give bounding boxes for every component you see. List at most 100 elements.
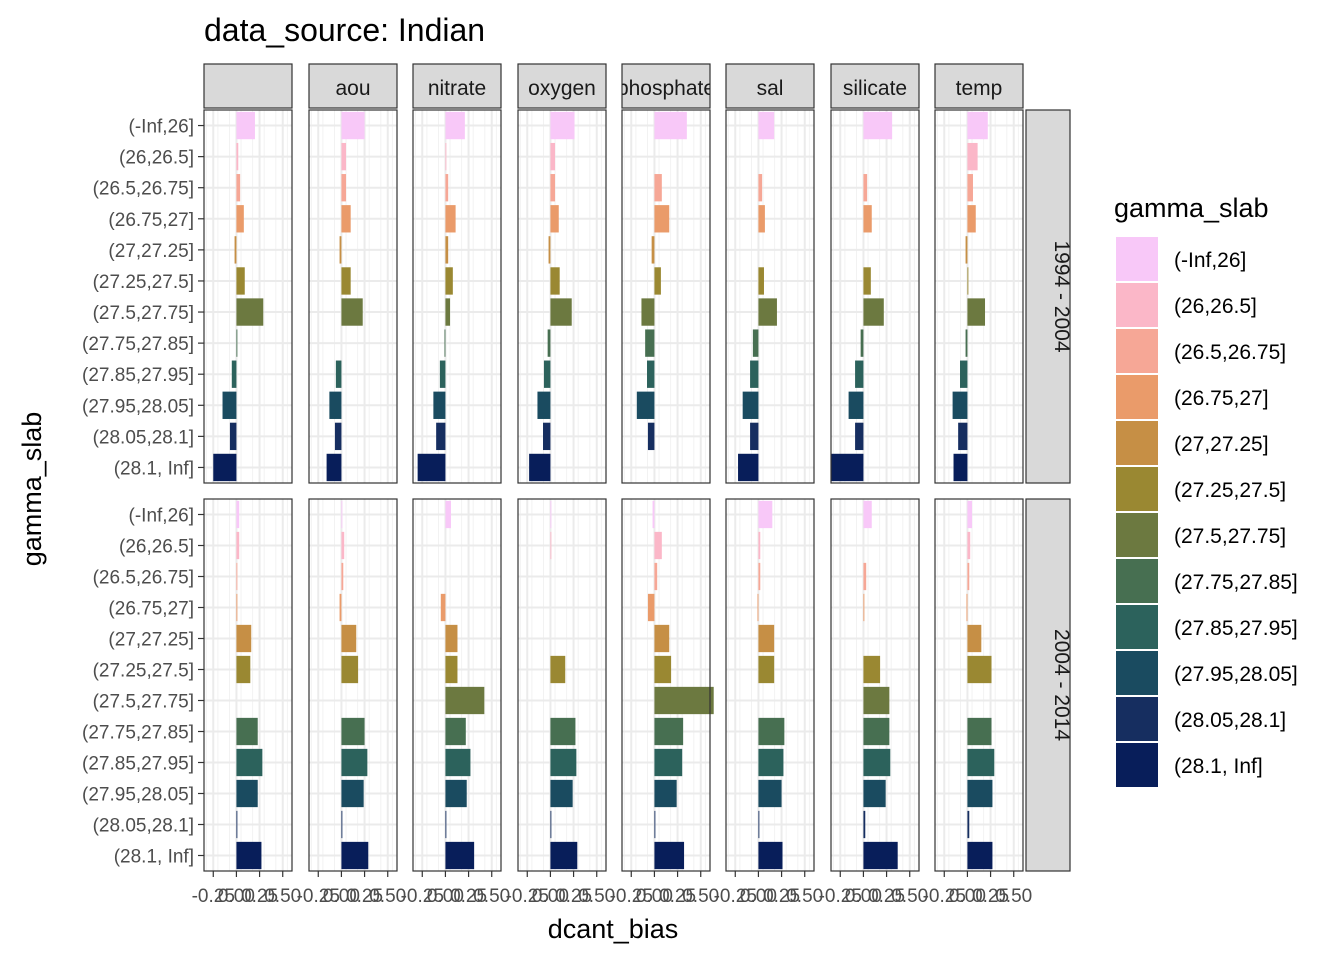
bar-1994-2004-nitrate-27-25-27-5 — [445, 267, 453, 295]
panel-2004-2014-nitrate-background — [413, 499, 501, 871]
facet-strip-blank — [203, 63, 293, 109]
bar-1994-2004-nitrate-inf-26 — [445, 111, 465, 140]
bar-2004-2014-nitrate-27-75-27-85 — [445, 717, 466, 746]
bar-1994-2004-temp-27-25-27-5 — [967, 267, 969, 295]
panel-1994-2004-aou-background — [309, 110, 397, 483]
facet-strip-oxygen — [517, 63, 607, 109]
y-tick-label-26-26-5: (26,26.5] — [119, 537, 194, 558]
bar-2004-2014-temp-inf-26 — [967, 500, 973, 529]
y-tick-label-27-27-25: (27,27.25] — [108, 241, 194, 262]
x-tick-label: -0.25 — [192, 886, 235, 907]
panel-1994-2004-oxygen-background — [518, 110, 606, 483]
bar-1994-2004-blank-inf-26 — [236, 111, 255, 140]
x-tick-label: 0.25 — [241, 886, 278, 907]
bar-2004-2014-sal-27-27-25 — [758, 624, 775, 653]
bar-1994-2004-oxygen-26-75-27 — [550, 205, 559, 233]
bar-2004-2014-silicate-27-95-28-05 — [863, 779, 886, 808]
y-tick-label-26-26-5: (26,26.5] — [119, 148, 194, 169]
panel-2004-2014-oxygen-border — [517, 498, 607, 872]
bar-1994-2004-phosphate-inf-26 — [654, 111, 687, 140]
legend-label-28-1-inf: (28.1, Inf] — [1174, 755, 1263, 778]
bar-1994-2004-aou-26-26-5 — [341, 142, 347, 171]
legend-key-27-95-28-05 — [1116, 651, 1158, 695]
row-strip-1994-2004 — [1025, 109, 1071, 484]
x-tick-label: 0.00 — [949, 886, 986, 907]
x-tick-label: 0.50 — [786, 886, 823, 907]
panel-1994-2004-blank-background — [204, 110, 292, 483]
y-tick-label-27-95-28-05: (27.95,28.05] — [82, 785, 194, 806]
bar-1994-2004-temp-27-5-27-75 — [967, 298, 986, 326]
bar-1994-2004-blank-28-05-28-1 — [229, 422, 237, 451]
bar-2004-2014-blank-inf-26 — [236, 500, 240, 529]
bar-1994-2004-sal-28-05-28-1 — [750, 422, 759, 451]
x-tick-label: 0.50 — [369, 886, 406, 907]
panel-2004-2014-silicate-background — [831, 499, 919, 871]
bar-1994-2004-temp-28-05-28-1 — [958, 422, 968, 451]
bar-2004-2014-aou-27-27-25 — [341, 624, 357, 653]
bar-2004-2014-temp-27-85-27-95 — [967, 748, 995, 777]
bar-2004-2014-aou-26-75-27 — [339, 593, 342, 622]
panel-1994-2004-nitrate-border — [412, 109, 502, 484]
legend-key-27-27-25 — [1116, 421, 1158, 465]
bar-2004-2014-nitrate-27-5-27-75 — [445, 686, 485, 715]
bar-1994-2004-phosphate-27-75-27-85 — [645, 329, 655, 357]
bar-2004-2014-temp-27-95-28-05 — [967, 779, 993, 808]
bar-2004-2014-oxygen-28-1-inf — [550, 841, 578, 870]
panel-2004-2014-nitrate-border — [412, 498, 502, 872]
bar-2004-2014-sal-27-85-27-95 — [758, 748, 784, 777]
bar-2004-2014-phosphate-26-75-27 — [647, 593, 655, 622]
bar-2004-2014-blank-27-25-27-5 — [236, 655, 251, 684]
y-tick-label-27-85-27-95: (27.85,27.95] — [82, 754, 194, 775]
bar-1994-2004-sal-27-85-27-95 — [750, 360, 759, 388]
bar-1994-2004-oxygen-27-25-27-5 — [550, 267, 560, 295]
x-tick-label: -0.25 — [923, 886, 966, 907]
bar-2004-2014-blank-26-26-5 — [236, 531, 240, 560]
x-tick-label: -0.25 — [610, 886, 653, 907]
bar-2004-2014-nitrate-27-25-27-5 — [445, 655, 458, 684]
bar-2004-2014-sal-27-95-28-05 — [758, 779, 782, 808]
bar-1994-2004-oxygen-28-05-28-1 — [543, 422, 551, 451]
bar-2004-2014-silicate-27-85-27-95 — [863, 748, 891, 777]
x-tick-label: 0.50 — [264, 886, 301, 907]
bar-1994-2004-blank-27-5-27-75 — [236, 298, 264, 326]
panel-2004-2014-temp-border — [934, 498, 1024, 872]
x-tick-label: 0.50 — [995, 886, 1032, 907]
legend-label-inf-26: (-Inf,26] — [1174, 249, 1246, 272]
bar-1994-2004-sal-26-75-27 — [758, 205, 765, 233]
bar-1994-2004-nitrate-28-05-28-1 — [436, 422, 446, 451]
bar-2004-2014-aou-27-85-27-95 — [341, 748, 368, 777]
bar-2004-2014-phosphate-28-05-28-1 — [654, 810, 656, 839]
bar-1994-2004-oxygen-27-5-27-75 — [550, 298, 572, 326]
bar-1994-2004-sal-28-1-inf — [738, 453, 759, 482]
bar-2004-2014-temp-26-75-27 — [966, 593, 968, 622]
bar-1994-2004-phosphate-27-27-25 — [651, 236, 655, 264]
panel-2004-2014-silicate-border — [830, 498, 920, 872]
panel-2004-2014-oxygen-background — [518, 499, 606, 871]
legend-label-26-26-5: (26,26.5] — [1174, 295, 1257, 318]
bar-2004-2014-aou-26-26-5 — [341, 531, 345, 560]
facet-strip-label-oxygen: oxygen — [528, 77, 596, 100]
facet-strip-temp — [934, 63, 1024, 109]
legend-key-27-5-27-75 — [1116, 513, 1158, 557]
bar-2004-2014-sal-26-26-5 — [758, 531, 761, 560]
legend-label-26-5-26-75: (26.5,26.75] — [1174, 341, 1286, 364]
facet-strip-label-nitrate: nitrate — [428, 77, 486, 100]
bar-2004-2014-nitrate-27-85-27-95 — [445, 748, 471, 777]
x-tick-label: 0.00 — [427, 886, 464, 907]
bar-1994-2004-phosphate-27-95-28-05 — [636, 391, 655, 419]
facet-strip-label-phosphate: phosphate — [617, 77, 715, 100]
bar-1994-2004-silicate-28-05-28-1 — [855, 422, 864, 451]
bar-2004-2014-temp-28-1-inf — [967, 841, 993, 870]
panel-2004-2014-temp-background — [935, 499, 1023, 871]
bar-1994-2004-phosphate-28-05-28-1 — [647, 422, 655, 451]
bar-2004-2014-phosphate-inf-26 — [652, 500, 655, 529]
bar-2004-2014-sal-26-75-27 — [757, 593, 759, 622]
y-axis-title: gamma_slab — [17, 412, 47, 567]
bar-1994-2004-temp-27-75-27-85 — [965, 329, 968, 357]
panel-2004-2014-blank-background — [204, 499, 292, 871]
bar-1994-2004-phosphate-26-75-27 — [654, 205, 670, 233]
x-tick-label: 0.25 — [555, 886, 592, 907]
bar-2004-2014-silicate-26-5-26-75 — [863, 562, 867, 591]
bar-2004-2014-blank-26-5-26-75 — [236, 562, 238, 591]
bar-1994-2004-blank-27-75-27-85 — [236, 329, 238, 357]
